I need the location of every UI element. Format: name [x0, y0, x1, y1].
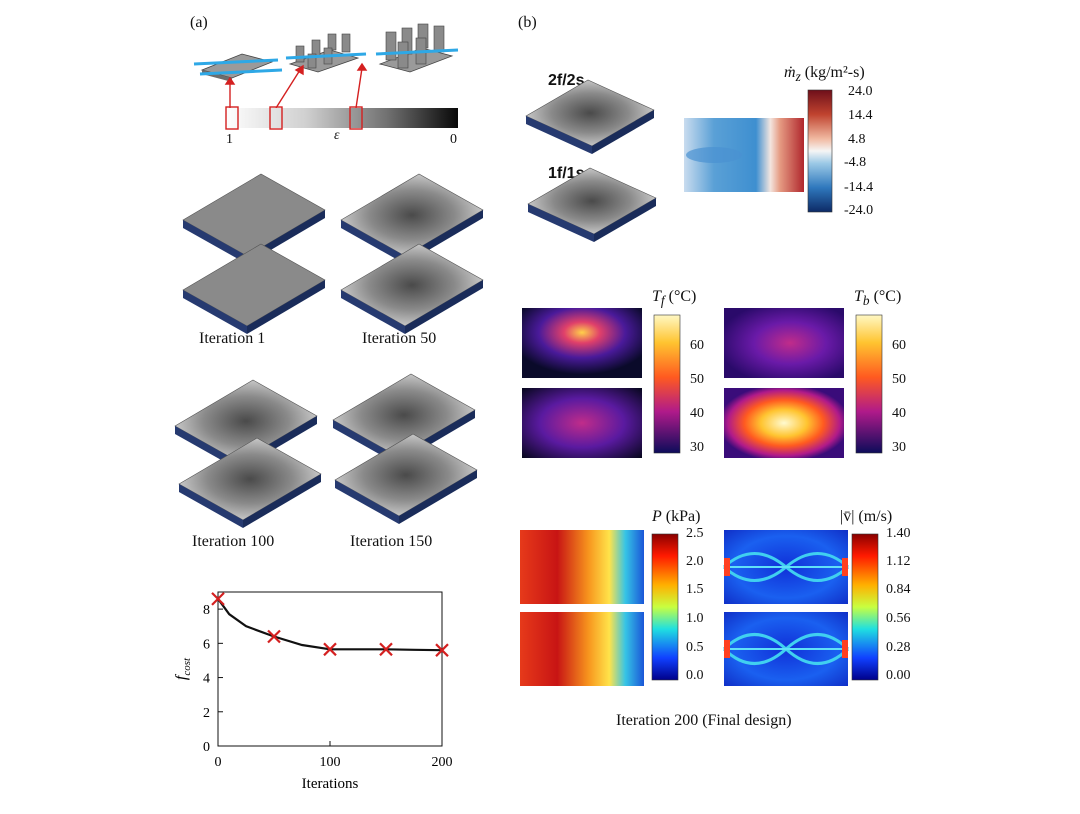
x-axis-label: Iterations — [302, 776, 359, 792]
iter1-label: Iteration 1 — [199, 330, 266, 347]
epsilon-colorbar — [224, 106, 458, 130]
final-design-caption: Iteration 200 (Final design) — [616, 712, 792, 729]
fcost-marker-3 — [379, 642, 393, 657]
v-tick-3: 0.56 — [886, 611, 911, 626]
plate-iter100-bottom — [178, 437, 322, 528]
panel-a-label: (a) — [190, 14, 208, 31]
v-tick-1: 1.12 — [886, 554, 911, 569]
tf-title: Tf (°C) — [652, 288, 696, 309]
v-contours — [722, 530, 850, 686]
tb-subscript: b — [862, 293, 870, 309]
plate-iter50-bottom — [340, 243, 484, 334]
iter100-label: Iteration 100 — [192, 533, 275, 550]
mz-tick-5: -24.0 — [844, 203, 874, 218]
tf-tick-1: 50 — [690, 372, 704, 387]
mz-tick-1: 14.4 — [848, 108, 873, 123]
layer-plates — [525, 79, 657, 242]
tf-tick-3: 30 — [690, 440, 704, 455]
panel-b-label: (b) — [518, 14, 537, 31]
v-tick-4: 0.28 — [886, 640, 911, 655]
tb-tick-1: 50 — [892, 372, 906, 387]
red-arrows — [224, 62, 368, 109]
tf-colorbar — [653, 314, 681, 454]
tb-tick-2: 40 — [892, 406, 906, 421]
iter50-label: Iteration 50 — [362, 330, 437, 347]
fcost-marker-1 — [267, 629, 281, 644]
mz-subscript: z — [795, 69, 801, 85]
v-tick-2: 0.84 — [886, 582, 911, 597]
tb-contours — [724, 308, 844, 458]
x-tick-label-1: 100 — [320, 755, 341, 770]
fcost-marker-2 — [323, 642, 337, 657]
mz-tick-4: -14.4 — [844, 180, 874, 195]
p-tick-1: 2.0 — [686, 554, 704, 569]
iter150-label: Iteration 150 — [350, 533, 433, 550]
tb-colorbar — [855, 314, 883, 454]
pin-array-illustration — [285, 33, 367, 73]
tb-symbol: T — [854, 288, 863, 305]
mz-unit: (kg/m²-s) — [804, 64, 865, 81]
v-unit: (m/s) — [858, 508, 893, 525]
p-tick-4: 0.5 — [686, 640, 704, 655]
mz-tick-3: -4.8 — [844, 155, 867, 170]
y-tick-label-4: 8 — [203, 603, 210, 618]
tb-unit: (°C) — [873, 288, 902, 305]
p-symbol: P — [652, 508, 662, 525]
p-tick-5: 0.0 — [686, 668, 704, 683]
plate-iter150-bottom — [334, 433, 478, 524]
p-contours — [520, 530, 644, 686]
plate-illustration — [193, 53, 283, 82]
tf-tick-2: 40 — [690, 406, 704, 421]
layer-top-label: 2f/2s — [548, 72, 585, 89]
v-tick-0: 1.40 — [886, 526, 911, 541]
tb-tick-3: 30 — [892, 440, 906, 455]
p-unit: (kPa) — [665, 508, 701, 525]
plate-iter1-bottom — [182, 243, 326, 334]
design-plates — [174, 173, 484, 528]
fcost-marker-0 — [211, 592, 225, 606]
y-axis-label: fcost — [173, 657, 193, 680]
p-tick-2: 1.5 — [686, 582, 704, 597]
porosity-illustrations — [193, 23, 459, 109]
y-tick-label-2: 4 — [203, 672, 210, 687]
tb-title: Tb (°C) — [854, 288, 901, 309]
layer-plate-bottom — [527, 167, 657, 242]
mz-symbol: ṁ — [784, 64, 796, 81]
cost-chart: 0 2 4 6 8 0 100 200 Iterations fcost — [173, 591, 453, 792]
y-tick-label-0: 0 — [203, 740, 210, 755]
v-colorbar — [851, 533, 879, 681]
plot-frame — [217, 591, 443, 747]
tf-contours — [522, 308, 642, 458]
p-colorbar — [651, 533, 679, 681]
p-tick-3: 1.0 — [686, 611, 704, 626]
mz-tick-2: 4.8 — [848, 132, 866, 147]
tb-tick-0: 60 — [892, 338, 906, 353]
x-tick-label-0: 0 — [215, 755, 222, 770]
dense-pin-array-illustration — [375, 23, 459, 73]
eps-right-tick: 0 — [450, 132, 457, 147]
v-title: |v̄| (m/s) — [840, 508, 892, 526]
fcost-marker-4 — [435, 643, 449, 657]
tf-unit: (°C) — [668, 288, 697, 305]
tf-symbol: T — [652, 288, 661, 305]
y-tick-label-1: 2 — [203, 706, 210, 721]
tf-subscript: f — [660, 293, 665, 309]
y-tick-label-3: 6 — [203, 637, 210, 652]
x-tick-label-2: 200 — [432, 755, 453, 770]
tf-tick-0: 60 — [690, 338, 704, 353]
eps-left-tick: 1 — [226, 132, 233, 147]
eps-symbol: ε — [334, 128, 340, 143]
mz-colorbar — [807, 89, 833, 213]
p-tick-0: 2.5 — [686, 526, 704, 541]
v-symbol: |v̄| — [840, 508, 855, 525]
fcost-curve — [217, 598, 443, 652]
v-tick-5: 0.00 — [886, 668, 911, 683]
mz-contour — [684, 118, 804, 192]
layer-plate-top — [525, 79, 655, 154]
mz-tick-0: 24.0 — [848, 84, 873, 99]
mz-title: ṁz (kg/m²-s) — [784, 64, 865, 85]
p-title: P (kPa) — [652, 508, 700, 526]
